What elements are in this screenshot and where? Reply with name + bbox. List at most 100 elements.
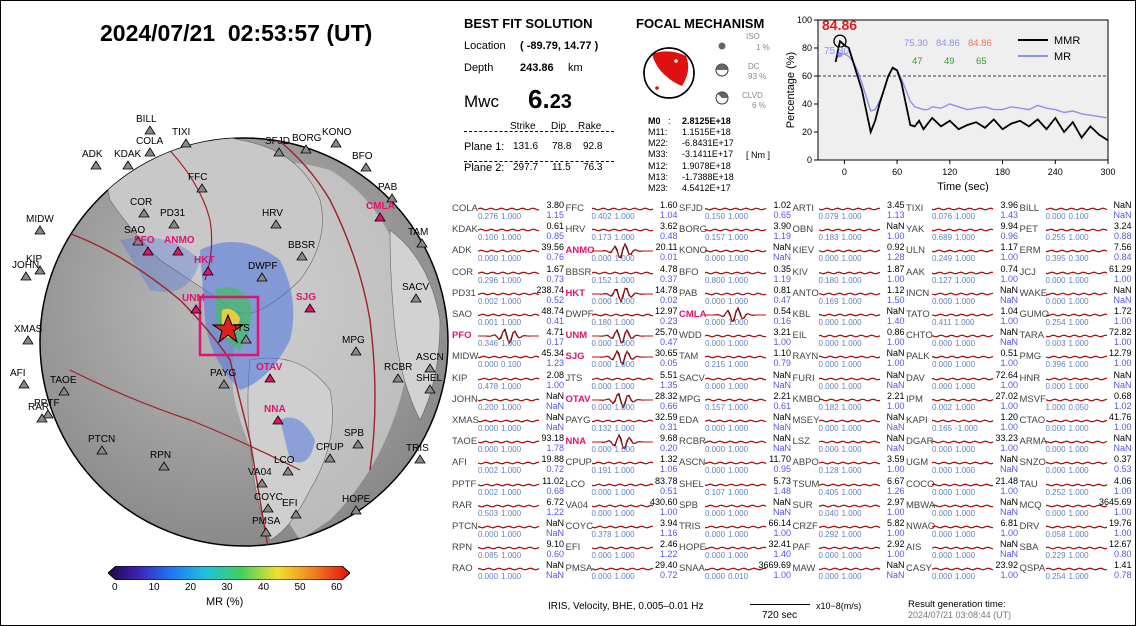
station-cell-name: RCBR: [679, 436, 706, 448]
station-cell-name: AIS: [906, 542, 922, 554]
station-cell-peak: 33.23: [995, 433, 1018, 444]
station-cell-name: COYC: [565, 521, 593, 532]
station-cell-vr: 1.13: [886, 210, 905, 220]
station-cell-peak: NaN: [772, 412, 791, 422]
station-cell-cola: COLA 0.276 1.000 3.80 1.15: [452, 200, 564, 225]
station-cell-name: SNAA: [679, 563, 705, 575]
station-cell-name: PALK: [906, 351, 930, 363]
station-cell-shift: 0.000 1.000: [932, 360, 976, 370]
station-cell-drv: DRV 0.058 1.000 19.76 1.00: [1020, 518, 1132, 543]
station-cell-name: QSPA: [1019, 563, 1046, 575]
station-cell-tsum: TSUM 0.405 1.000 6.67 1.26: [793, 476, 905, 501]
station-cell-name: EIL: [792, 330, 807, 342]
epicenter-box: [198, 295, 260, 357]
synthetic-trace: [818, 568, 880, 571]
station-cell-shift: 0.000 1.000: [705, 381, 749, 391]
synthetic-trace: [478, 377, 540, 380]
station-cell-vr: 1.00: [1113, 422, 1132, 432]
synthetic-trace: [818, 440, 880, 444]
station-cell-vr: 0.72: [659, 570, 678, 581]
synthetic-trace: [1045, 271, 1107, 274]
station-cell-peak: 1.60: [659, 200, 678, 210]
station-label-pfo: PFO: [134, 235, 155, 246]
synthetic-trace: [591, 504, 653, 508]
depth-value: 243.86: [520, 62, 554, 74]
station-cell-vr: 0.17: [546, 337, 564, 348]
station-cell-vr: 1.00: [1113, 273, 1132, 284]
station-waveform: [591, 313, 653, 317]
station-cell-peak: NaN: [999, 496, 1018, 507]
station-cell-peak: NaN: [886, 433, 905, 444]
station-label-cmla: CMLA: [366, 201, 395, 212]
station-cell-name: BILL: [1019, 203, 1040, 214]
station-cell-name: KONO: [679, 245, 707, 257]
station-cell-sfjd: SFJD 0.150 1.000 1.02 0.65: [679, 200, 791, 225]
station-cell-vr: 0.72: [546, 464, 564, 475]
iso-label: ISO: [746, 32, 760, 41]
station-marker-pmsa: [260, 527, 272, 537]
station-cell-shift: 0.000 1.000: [705, 445, 749, 455]
station-cell-peak: 2.08: [546, 369, 564, 380]
station-waveform: [1045, 377, 1107, 380]
focal-heading: FOCAL MECHANISM: [636, 16, 765, 31]
station-cell-peak: 1.72: [1113, 306, 1132, 316]
station-label-hope: HOPE: [342, 494, 371, 505]
y-tick-label: 40: [802, 99, 812, 109]
station-cell-peak: 45.34: [541, 348, 564, 359]
station-marker-pab: [386, 193, 398, 203]
synthetic-trace: [591, 525, 653, 529]
station-cell-vr: NaN: [886, 570, 905, 581]
location-value: ( -89.79, 14.77 ): [520, 40, 599, 52]
station-cell-peak: 28.32: [654, 390, 678, 401]
station-marker-ffc: [196, 183, 208, 193]
station-waveform: [478, 292, 540, 296]
station-waveform: [818, 292, 880, 296]
station-cell-name: PFO: [452, 330, 472, 342]
station-cell-shift: 0.000 1.000: [705, 551, 749, 561]
station-cell-vr: 0.02: [659, 294, 678, 305]
station-cell-peak: NaN: [886, 369, 905, 380]
station-cell-hkt: HKT 0.000 1.000 14.78 0.02: [566, 285, 678, 310]
station-cell-vr: NaN: [886, 443, 905, 454]
synthetic-trace: [932, 440, 994, 444]
station-cell-nwao: NWAO 0.000 1.000 6.81 1.00: [906, 518, 1018, 543]
synthetic-trace: [705, 398, 767, 402]
synthetic-trace: [1045, 419, 1107, 423]
station-cell-pd31: PD31 0.002 1.000 238.74 0.52: [452, 285, 564, 310]
y-tick-label: 100: [797, 15, 812, 25]
station-cell-peak: NaN: [999, 454, 1018, 465]
station-cell-vr: NaN: [772, 252, 791, 263]
station-cell-shift: 0.200 1.000: [478, 402, 522, 412]
station-waveform: [818, 377, 880, 380]
station-waveform: [478, 356, 540, 359]
station-waveform: [478, 546, 540, 550]
station-waveform: [705, 440, 767, 444]
synthetic-trace: [705, 228, 767, 232]
station-cell-peak: 30.65: [654, 348, 678, 359]
chart-value-top: 84.86: [936, 38, 960, 49]
station-waveform: [1045, 546, 1107, 550]
station-cell-tris: TRIS 0.000 1.000 66.14 1.00: [679, 518, 791, 543]
station-cell-vr: NaN: [1113, 294, 1132, 305]
station-cell-peak: 2.21: [773, 390, 791, 401]
station-cell-name: PTCN: [452, 521, 478, 532]
station-cell-vr: 1.00: [1113, 528, 1132, 538]
station-cell-shift: 0.000 1.000: [591, 254, 635, 264]
station-label-pd31: PD31: [160, 208, 186, 219]
station-cell-vr: 1.78: [546, 443, 564, 454]
station-cell-shift: 0.169 1.000: [818, 296, 862, 306]
synthetic-trace: [705, 462, 767, 465]
station-cell-name: YAK: [906, 224, 925, 236]
station-cell-peak: NaN: [886, 348, 905, 359]
station-cell-shift: 0.800 1.000: [705, 275, 749, 285]
y-tick-label: 80: [802, 43, 812, 53]
station-cell-hope: HOPE 0.000 1.000 32.41 1.40: [679, 539, 791, 564]
station-cell-crzf: CRZF 0.292 1.000 5.82 1.00: [793, 518, 905, 543]
station-marker-sfjd: [273, 147, 285, 157]
station-label-efi: EFI: [282, 498, 298, 509]
station-cell-hrv: HRV 0.173 1.000 3.62 0.48: [566, 221, 678, 246]
synthetic-trace: [705, 546, 767, 550]
station-waveform: [818, 525, 880, 529]
station-waveform: [1045, 250, 1107, 253]
station-cell-shift: 0.000 1.000: [932, 381, 976, 391]
